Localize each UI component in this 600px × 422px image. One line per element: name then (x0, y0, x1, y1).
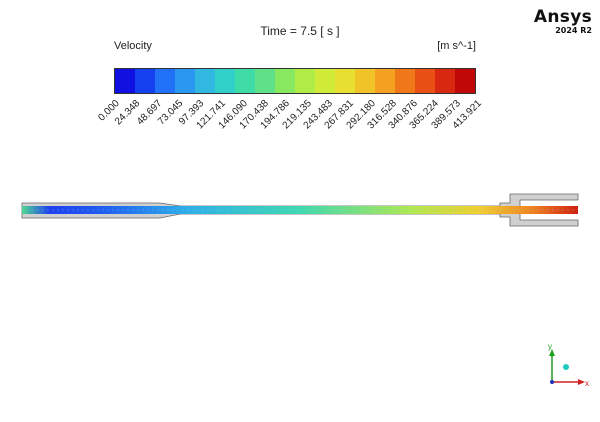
legend-color-segment (215, 69, 235, 93)
legend-color-segment (135, 69, 155, 93)
legend-color-segment (315, 69, 335, 93)
axis-triad: y x (548, 342, 589, 388)
legend-color-segment (335, 69, 355, 93)
legend-color-segment (235, 69, 255, 93)
legend-color-segment (175, 69, 195, 93)
legend-color-segment (455, 69, 475, 93)
legend-color-segment (255, 69, 275, 93)
legend-color-segment (295, 69, 315, 93)
legend-color-segment (155, 69, 175, 93)
legend-color-segment (415, 69, 435, 93)
legend-color-segment (195, 69, 215, 93)
legend-color-segment (115, 69, 135, 93)
brand-name: Ansys (533, 7, 592, 27)
brand-version: 2024 R2 (555, 26, 592, 35)
legend-variable: Velocity (114, 40, 152, 52)
axis-x-label: x (585, 379, 589, 388)
axis-y-label: y (548, 342, 552, 351)
flow-core (22, 206, 578, 214)
legend-color-segment (375, 69, 395, 93)
color-legend-bar (114, 68, 476, 94)
legend-color-segment (435, 69, 455, 93)
legend-color-segment (275, 69, 295, 93)
time-label: Time = 7.5 [ s ] (260, 24, 340, 38)
ansys-logo: Ansys 2024 R2 (534, 8, 592, 36)
legend-color-segment (395, 69, 415, 93)
legend-units: [m s^-1] (437, 40, 476, 52)
legend-color-segment (355, 69, 375, 93)
